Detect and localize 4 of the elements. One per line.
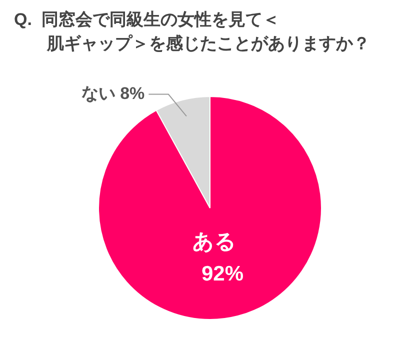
chart-title: Q. 同窓会で同級生の女性を見て＜肌ギャップ＞を感じたことがありますか？ bbox=[14, 9, 371, 55]
slice-label: ない 8% bbox=[81, 84, 145, 103]
data-label: 92% bbox=[201, 262, 244, 286]
slice-label: ある bbox=[192, 230, 236, 254]
